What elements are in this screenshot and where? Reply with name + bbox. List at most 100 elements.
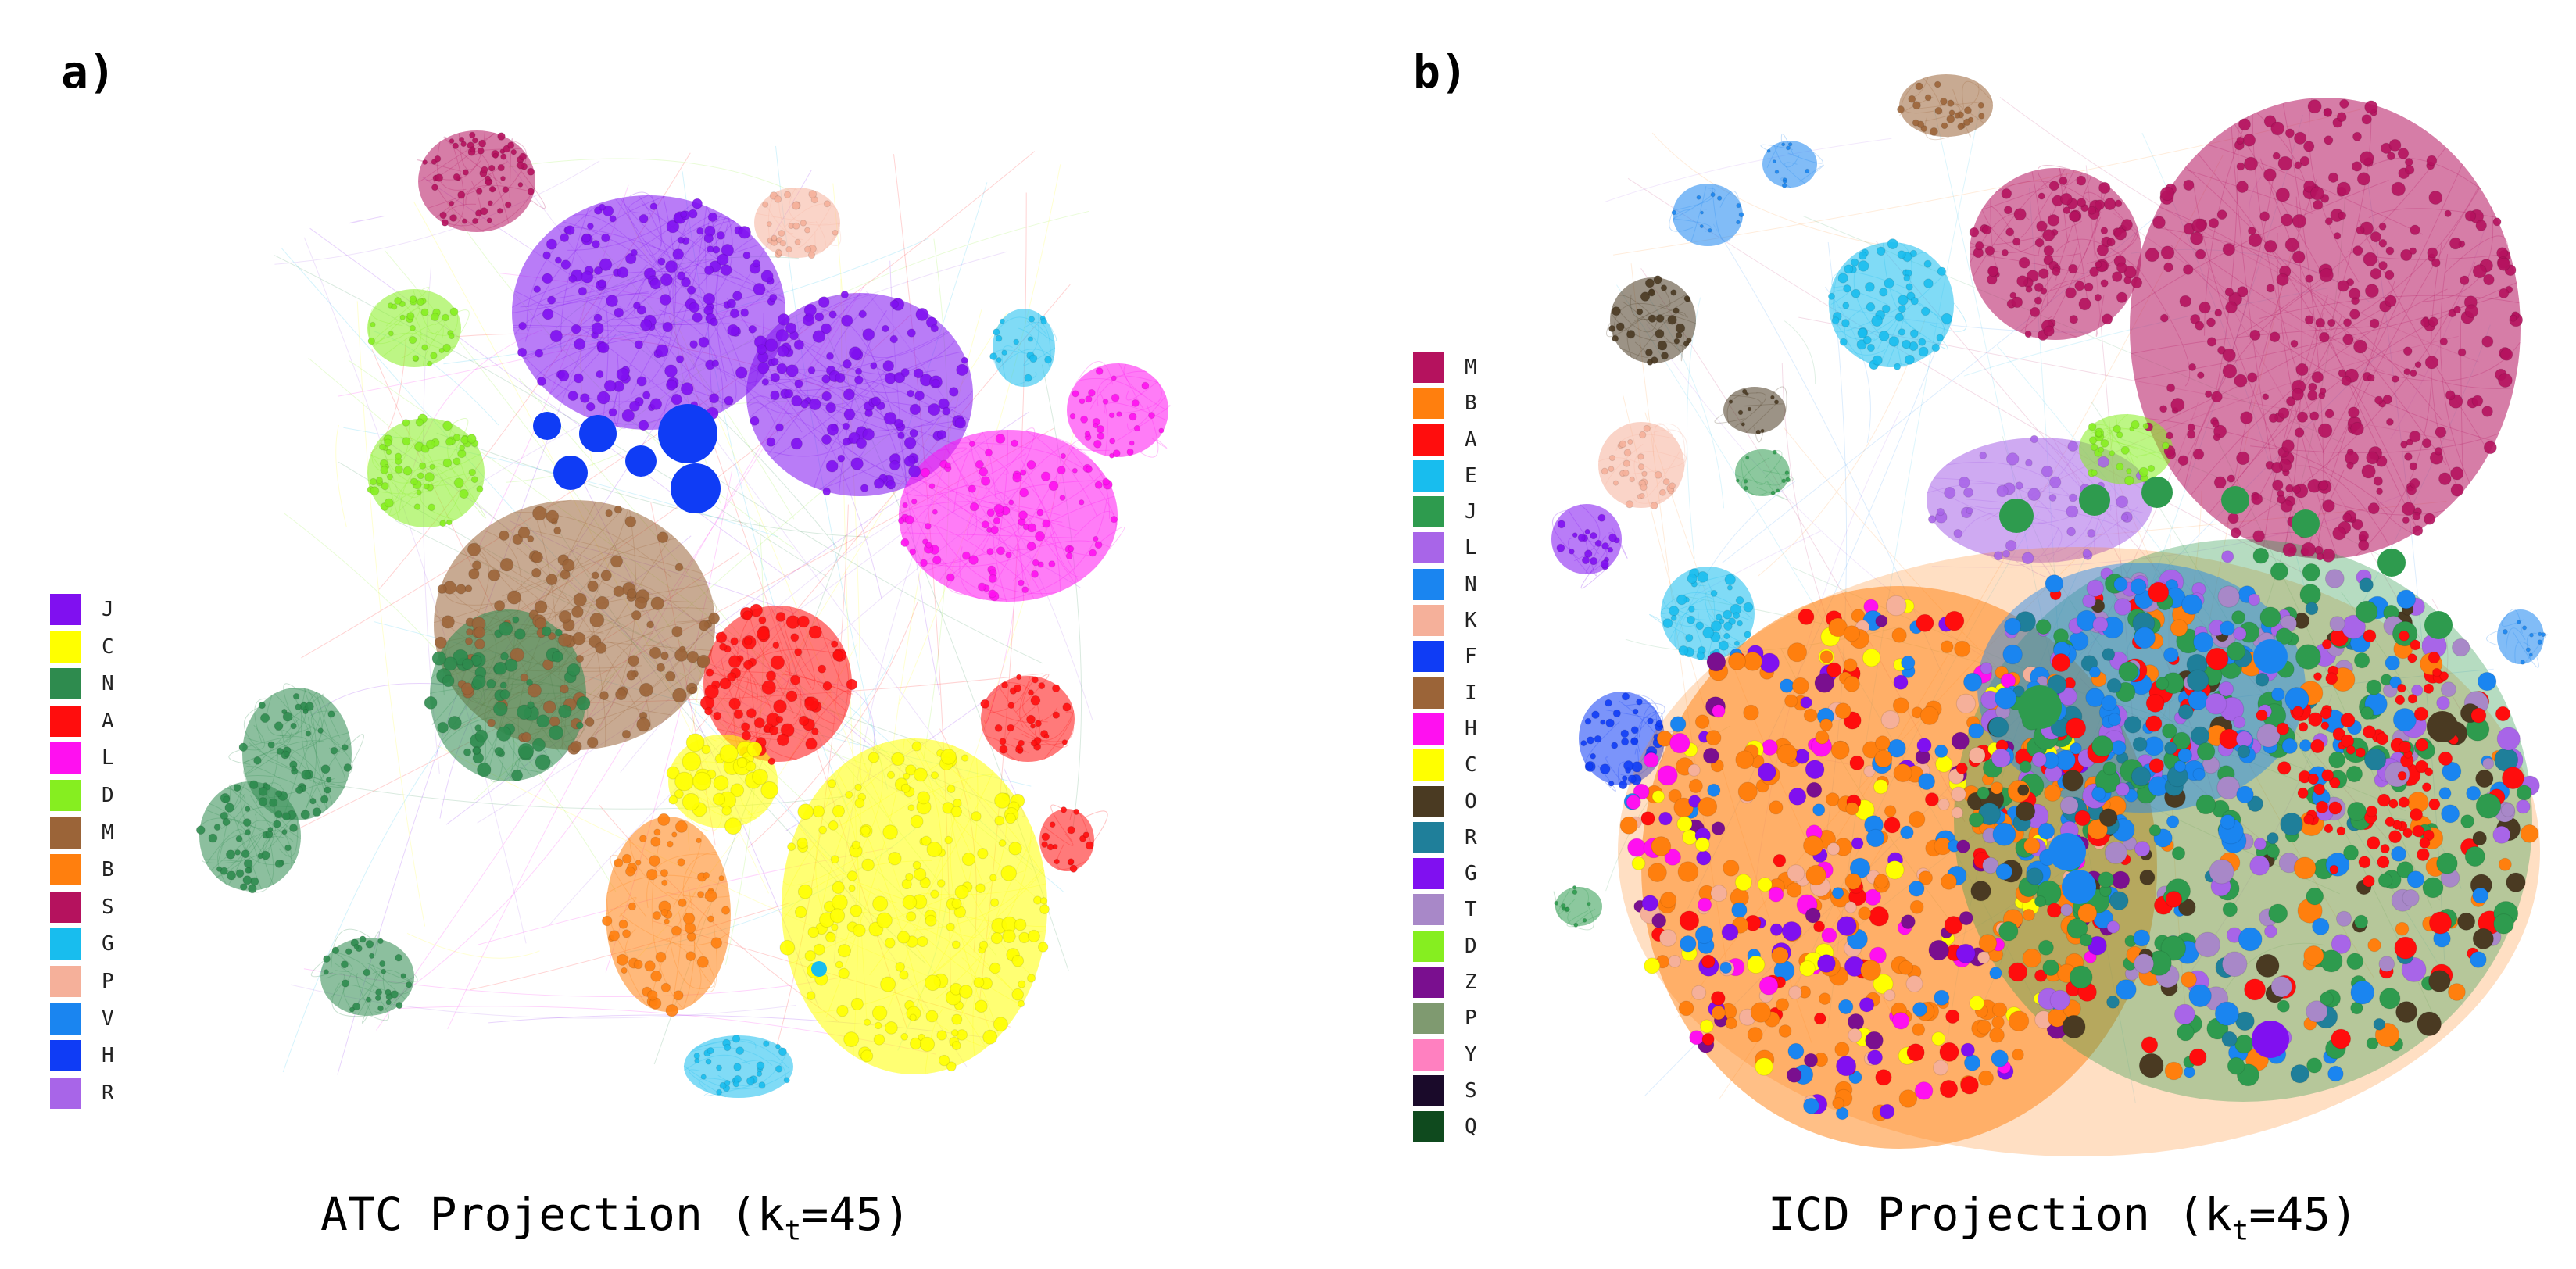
node xyxy=(222,817,231,827)
node xyxy=(2319,388,2327,395)
node xyxy=(835,372,846,384)
node xyxy=(557,633,572,647)
node xyxy=(2391,181,2406,197)
node xyxy=(2354,914,2369,929)
node xyxy=(601,233,610,243)
node xyxy=(1026,714,1036,724)
legend-swatch xyxy=(1413,785,1444,817)
legend-swatch xyxy=(1413,532,1444,564)
node xyxy=(996,546,1006,556)
legend-item-y: Y xyxy=(1413,1038,1477,1071)
node xyxy=(2237,745,2251,759)
node xyxy=(2322,499,2335,513)
node xyxy=(1608,324,1616,333)
node xyxy=(846,870,858,881)
node xyxy=(830,855,839,864)
node xyxy=(1935,755,1953,773)
node xyxy=(868,752,880,763)
node xyxy=(2188,984,2212,1008)
node xyxy=(703,265,714,275)
node xyxy=(977,848,989,860)
node xyxy=(2089,266,2099,277)
node xyxy=(735,1046,745,1055)
node xyxy=(2352,245,2363,256)
node xyxy=(900,1032,909,1041)
node xyxy=(705,668,714,677)
node xyxy=(324,786,331,794)
node xyxy=(1875,614,1888,627)
node xyxy=(2236,785,2254,804)
node xyxy=(928,483,936,490)
node xyxy=(1744,631,1751,638)
node xyxy=(2292,706,2304,718)
node xyxy=(812,805,825,818)
node xyxy=(2131,420,2140,430)
node xyxy=(365,996,372,1003)
node xyxy=(707,1047,714,1055)
node xyxy=(453,173,460,181)
node xyxy=(2376,488,2384,495)
node xyxy=(863,1018,871,1027)
node xyxy=(2216,209,2227,220)
node xyxy=(510,148,517,155)
node xyxy=(716,1064,722,1071)
node xyxy=(1644,278,1655,288)
node xyxy=(682,752,702,772)
node xyxy=(2358,856,2371,869)
legend-swatch xyxy=(50,854,81,886)
node xyxy=(2506,872,2526,892)
node xyxy=(1049,821,1056,828)
node xyxy=(813,943,825,956)
node xyxy=(2356,226,2365,235)
node xyxy=(1627,438,1633,445)
node xyxy=(2181,594,2202,615)
node xyxy=(800,220,807,227)
node xyxy=(2351,161,2363,172)
node xyxy=(2100,439,2109,448)
node xyxy=(343,763,352,772)
node xyxy=(1874,749,1893,768)
node xyxy=(2299,155,2310,166)
node xyxy=(838,967,850,980)
cluster-n xyxy=(1762,141,1817,188)
node xyxy=(2015,801,2036,822)
node xyxy=(746,1076,755,1085)
node xyxy=(472,752,485,764)
node xyxy=(2345,765,2363,783)
node xyxy=(1908,881,1925,897)
node xyxy=(2096,244,2109,256)
node xyxy=(2356,172,2370,186)
node xyxy=(1594,539,1602,548)
node xyxy=(2391,375,2399,383)
node xyxy=(1831,887,1844,899)
edge xyxy=(835,649,894,738)
node xyxy=(2242,134,2256,147)
node xyxy=(2147,464,2156,473)
node xyxy=(618,919,628,929)
node xyxy=(462,658,474,670)
node xyxy=(2199,301,2211,314)
node xyxy=(386,474,394,481)
node xyxy=(1984,245,1995,256)
node xyxy=(1772,159,1776,164)
node xyxy=(1018,980,1026,988)
node xyxy=(1032,559,1039,567)
node xyxy=(2059,795,2079,815)
node xyxy=(2038,822,2055,840)
node xyxy=(1843,284,1852,293)
node xyxy=(917,936,928,947)
legend-swatch xyxy=(1413,1038,1444,1071)
node xyxy=(2380,843,2390,854)
node xyxy=(2217,585,2240,608)
node xyxy=(2498,373,2513,388)
node xyxy=(1798,608,1815,625)
node xyxy=(2145,715,2163,732)
node xyxy=(864,409,874,418)
node xyxy=(2276,722,2290,735)
node-h xyxy=(533,412,561,440)
edge xyxy=(2486,630,2500,646)
node xyxy=(402,466,413,476)
node xyxy=(1679,910,1700,931)
node xyxy=(542,700,556,714)
node xyxy=(517,704,532,720)
